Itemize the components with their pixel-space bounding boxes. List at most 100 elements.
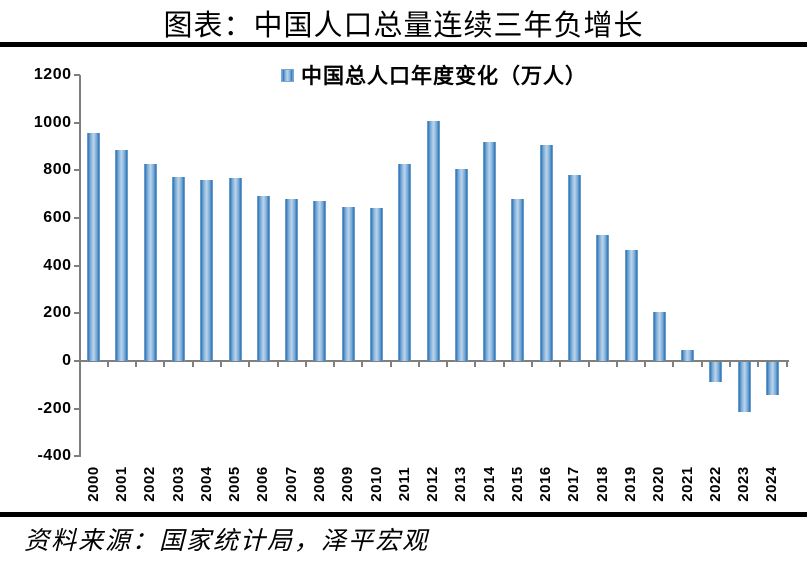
y-axis-label: -400: [37, 447, 72, 465]
legend-swatch-icon: [281, 68, 294, 82]
bar-2003: [172, 176, 186, 361]
x-axis-label: 2001: [112, 466, 130, 502]
y-axis-tick: [73, 264, 80, 267]
x-axis-label: 2016: [537, 466, 555, 502]
x-axis-tick: [248, 362, 251, 367]
bar-2012: [426, 121, 440, 361]
source-note: 资料来源：国家统计局，泽平宏观: [24, 528, 430, 555]
bar-2000: [87, 132, 101, 361]
bar-2002: [143, 164, 157, 361]
x-axis-label: 2021: [678, 466, 696, 502]
x-axis-line: [79, 360, 789, 362]
x-axis-label: 2011: [395, 466, 413, 502]
x-axis-tick: [106, 362, 109, 367]
y-axis-label: 800: [43, 161, 72, 179]
legend-label: 中国总人口年度变化（万人）: [301, 65, 587, 88]
x-axis-tick: [333, 362, 336, 367]
x-axis-tick: [135, 362, 138, 367]
y-axis-tick: [73, 217, 80, 219]
y-axis-tick: [73, 74, 80, 76]
x-axis-tick: [615, 362, 618, 367]
y-axis-label: 400: [43, 256, 72, 274]
x-axis-label: 2006: [254, 466, 272, 502]
y-axis-label: 600: [43, 209, 72, 226]
y-axis-tick: [73, 407, 80, 410]
bottom-divider: [0, 512, 807, 517]
bar-2016: [539, 145, 553, 361]
x-axis-tick: [502, 362, 505, 367]
x-axis-tick: [785, 362, 788, 367]
x-axis-label: 2008: [310, 466, 328, 502]
x-axis-label: 2024: [763, 466, 781, 502]
x-axis-label: 2022: [706, 466, 724, 502]
x-axis-tick: [417, 362, 420, 367]
bar-2006: [256, 196, 270, 361]
y-axis-label: 0: [62, 352, 72, 369]
x-axis-tick: [644, 362, 647, 367]
x-axis-label: 2017: [565, 466, 583, 502]
bar-2018: [596, 234, 610, 361]
x-axis-label: 2018: [593, 466, 611, 502]
x-axis-label: 2010: [367, 466, 385, 502]
bar-2010: [370, 208, 383, 361]
y-axis-tick: [73, 312, 80, 315]
y-axis-tick: [73, 360, 80, 362]
x-axis-tick: [729, 362, 731, 367]
bar-2008: [313, 200, 327, 361]
x-axis-label: 2004: [197, 466, 215, 502]
bar-2017: [567, 175, 581, 361]
y-axis-label: 1200: [33, 66, 72, 83]
x-axis-tick: [672, 362, 675, 367]
x-axis-label: 2007: [282, 466, 300, 502]
bar-2009: [341, 206, 355, 361]
x-axis-label: 2000: [84, 466, 102, 502]
bar-2001: [115, 150, 129, 361]
x-axis-label: 2020: [650, 466, 668, 502]
bar-2022: [709, 362, 723, 383]
bar-2011: [398, 164, 412, 361]
x-axis-label: 2003: [169, 466, 187, 502]
x-axis-tick: [389, 362, 392, 367]
x-axis-label: 2005: [226, 466, 244, 502]
x-axis-tick: [191, 362, 194, 367]
x-axis-tick: [757, 362, 760, 367]
x-axis-label: 2002: [141, 466, 159, 502]
y-axis-tick: [73, 121, 80, 124]
y-axis-tick: [73, 169, 80, 172]
y-axis-tick: [73, 455, 80, 458]
y-axis-label: 200: [43, 304, 72, 322]
x-axis-tick: [587, 362, 590, 367]
x-axis-tick: [78, 362, 81, 367]
x-axis-tick: [276, 362, 279, 367]
x-axis-tick: [446, 362, 449, 367]
page-title: 图表：中国人口总量连续三年负增长: [163, 10, 644, 42]
bar-2004: [200, 179, 214, 361]
bar-2007: [285, 198, 299, 361]
x-axis-tick: [474, 362, 477, 367]
bar-2024: [765, 362, 779, 396]
x-axis-label: 2023: [735, 466, 753, 502]
bar-2019: [624, 249, 638, 361]
bar-2023: [737, 362, 751, 412]
bar-2021: [681, 349, 695, 361]
x-axis-tick: [219, 362, 222, 367]
y-axis-label: -200: [37, 399, 72, 417]
bar-2015: [511, 198, 525, 361]
bar-2005: [228, 177, 242, 361]
bar-2013: [454, 169, 468, 361]
top-divider: [0, 42, 807, 47]
chart-legend: 中国总人口年度变化（万人）: [281, 60, 587, 90]
x-axis-label: 2013: [452, 466, 470, 502]
bar-2014: [483, 141, 497, 361]
x-axis-tick: [531, 362, 534, 367]
x-axis-tick: [163, 362, 166, 367]
x-axis-label: 2015: [508, 466, 526, 502]
x-axis-tick: [559, 362, 562, 367]
x-axis-label: 2014: [480, 466, 498, 502]
x-axis-label: 2019: [622, 466, 640, 502]
bar-2020: [652, 312, 666, 361]
x-axis-tick: [304, 362, 307, 367]
y-axis-label: 1000: [33, 113, 72, 131]
x-axis-tick: [361, 362, 364, 367]
